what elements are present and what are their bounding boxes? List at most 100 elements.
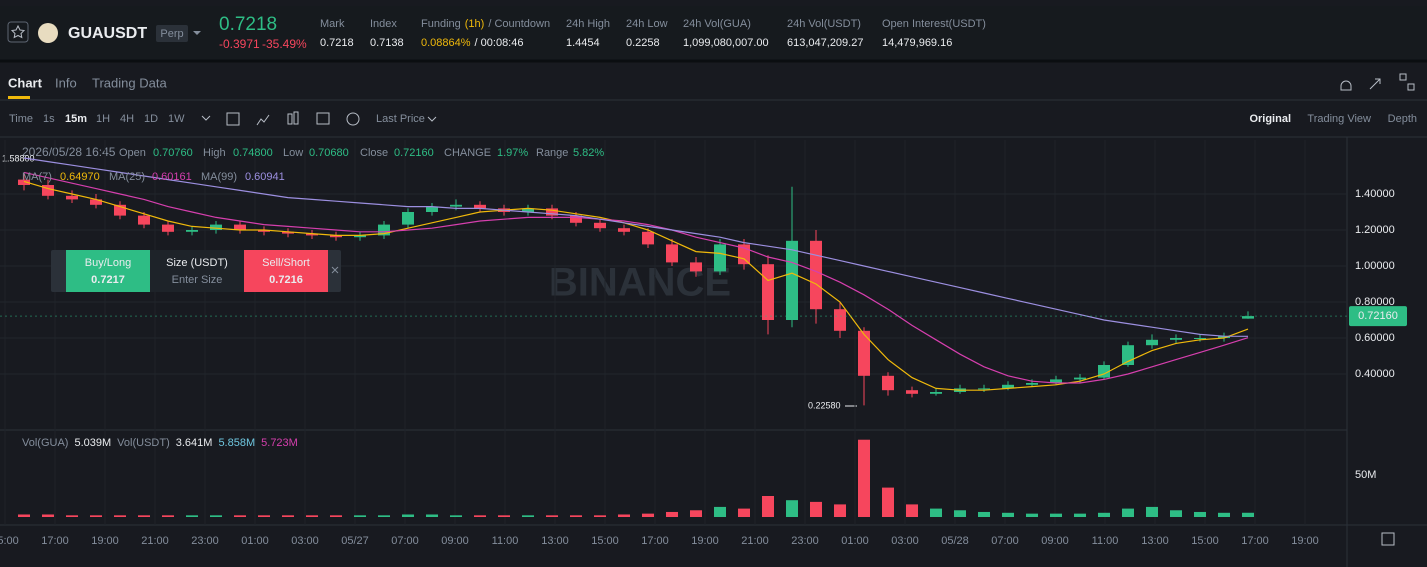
x-tick-label: 15:00 (591, 535, 619, 547)
close-icon[interactable] (331, 266, 339, 274)
stat-value: 0.7218 (320, 37, 354, 49)
buy-button[interactable] (66, 250, 150, 292)
layers-icon[interactable] (346, 112, 360, 126)
candle-body (474, 204, 486, 209)
grid-icon[interactable] (1407, 83, 1415, 91)
interval-dropdown[interactable] (201, 115, 211, 121)
candle-body (90, 199, 102, 205)
candle-body (522, 208, 534, 212)
interval[interactable]: 1s (43, 113, 55, 125)
watermark: BINANCE (549, 261, 731, 305)
price-source-dropdown[interactable] (427, 116, 437, 122)
volume-ma: 5.858M (218, 437, 255, 449)
candle-body (210, 224, 222, 230)
volume-bar (450, 515, 462, 517)
price-source[interactable]: Last Price (376, 113, 425, 125)
info-value: 0.70680 (309, 147, 349, 159)
volume-bar (858, 439, 870, 517)
candle-body (930, 392, 942, 394)
candle-body (282, 231, 294, 234)
stat-value: 0.7138 (370, 37, 404, 49)
info-label: Low (283, 147, 303, 159)
volume-bar (498, 515, 510, 517)
stat-value-text: 0.7218 (320, 37, 354, 49)
stat-label: 24h High (566, 18, 610, 30)
buy-price: 0.7217 (91, 274, 125, 286)
volume-bar (1026, 513, 1038, 517)
x-tick-label: 13:00 (1141, 535, 1169, 547)
stat-value-text: 0.2258 (626, 37, 660, 49)
candle-body (162, 224, 174, 232)
tab[interactable]: Info (55, 75, 77, 90)
ma-line (23, 180, 1249, 391)
candle-body (1242, 316, 1254, 319)
view-option[interactable]: Depth (1388, 113, 1417, 125)
sell-button[interactable] (244, 250, 328, 292)
stat-label: Funding (1h) / Countdown (421, 18, 550, 30)
axis-toggle[interactable] (1381, 532, 1395, 546)
symbol[interactable]: GUAUSDT (68, 25, 147, 42)
interval[interactable]: 1W (168, 113, 185, 125)
interval[interactable]: 4H (120, 113, 134, 125)
legend-value: 0.60161 (152, 171, 192, 183)
candle-icon[interactable] (293, 111, 299, 125)
candle-body (810, 240, 822, 310)
volume-bar (1098, 512, 1110, 517)
tab[interactable]: Trading Data (92, 75, 167, 90)
view-option[interactable]: Original (1249, 113, 1291, 125)
interval[interactable]: 15m (65, 113, 87, 125)
stat-label: 24h Vol(USDT) (787, 18, 861, 30)
interval[interactable]: 1D (144, 113, 158, 125)
tab[interactable]: Chart (8, 75, 43, 90)
sell-label: Sell/Short (262, 257, 310, 269)
volume-bar (114, 515, 126, 517)
volume-bar (666, 511, 678, 517)
interval[interactable]: Time (9, 113, 33, 125)
volume-value: 5.039M (74, 437, 111, 449)
candle-body (858, 330, 870, 376)
x-tick-label: 11:00 (1092, 535, 1119, 547)
price-change: -0.3971 (219, 37, 260, 51)
stat-label-note: (1h) (465, 18, 485, 30)
x-tick-label: 23:00 (791, 535, 819, 547)
size-input[interactable] (150, 250, 244, 292)
volume-bar (810, 501, 822, 517)
stat-value-text: 0.08864% (421, 37, 471, 49)
stat-label-text: 24h High (566, 18, 610, 30)
interval[interactable]: 1H (96, 113, 110, 125)
volume-bar (690, 510, 702, 517)
x-tick-label: 15:00 (1191, 535, 1219, 547)
x-tick-label: 19:00 (91, 535, 119, 547)
grid-icon[interactable] (1399, 73, 1407, 81)
volume-bar (66, 515, 78, 517)
tab-underline (8, 96, 30, 99)
settings-icon[interactable] (316, 112, 330, 125)
x-tick-label: 03:00 (291, 535, 319, 547)
x-tick-label: 11:00 (492, 535, 519, 547)
legend-name: MA(99) (201, 171, 237, 183)
stat-value-tail: / 00:08:46 (475, 37, 524, 49)
volume-ma: 5.723M (261, 437, 298, 449)
candle-body (426, 206, 438, 212)
candle-icon[interactable] (287, 113, 293, 125)
volume-value: 3.641M (176, 437, 213, 449)
candle-body (690, 262, 702, 272)
dropdown-icon[interactable] (193, 31, 201, 35)
volume-bar (42, 514, 54, 517)
candle-body (570, 215, 582, 223)
view-option[interactable]: Trading View (1307, 113, 1371, 125)
candle-body (978, 388, 990, 390)
y-tick-label: 0.80000 (1355, 296, 1395, 308)
volume-bar (330, 515, 342, 517)
info-value: 5.82% (573, 147, 604, 159)
calendar-icon[interactable] (226, 112, 240, 126)
candle-body (402, 212, 414, 225)
volume-bar (882, 487, 894, 517)
candle-body (378, 224, 390, 236)
order-panel: Buy/Long 0.7217 Size (USDT) Enter Size S… (51, 250, 341, 292)
expand-icon[interactable] (1369, 78, 1381, 90)
volume-bar (1122, 508, 1134, 517)
indicator-icon[interactable] (256, 114, 270, 126)
alert-icon[interactable] (1340, 80, 1352, 91)
favorite-button[interactable] (7, 21, 29, 43)
